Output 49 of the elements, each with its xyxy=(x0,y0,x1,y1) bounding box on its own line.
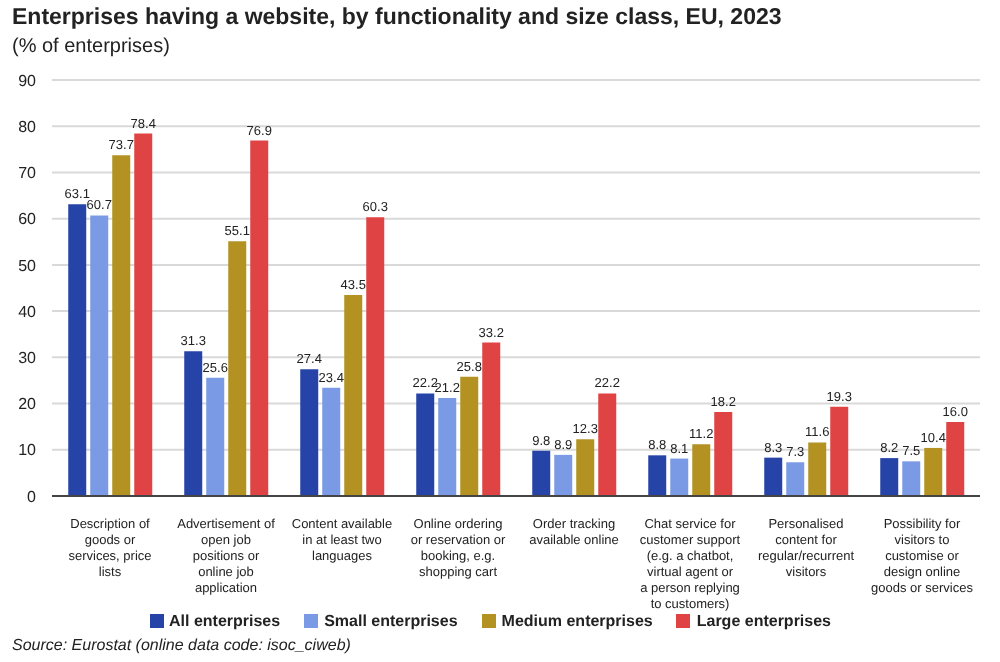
legend-label: Medium enterprises xyxy=(499,612,653,630)
legend-label: Small enterprises xyxy=(322,612,458,630)
bar xyxy=(134,133,153,496)
bar xyxy=(482,342,501,496)
bar xyxy=(692,444,711,496)
chart-title: Enterprises having a website, by functionality and size class, EU, 2023 xyxy=(12,6,782,30)
y-tick-label: 50 xyxy=(18,256,38,275)
y-tick-label: 20 xyxy=(18,395,38,414)
bar xyxy=(300,369,319,496)
y-tick-label: 10 xyxy=(18,441,38,460)
bar xyxy=(322,387,341,496)
bar xyxy=(648,455,667,496)
source-note: Source: Eurostat (online data code: isoc_ciweb) xyxy=(12,636,351,654)
y-tick-label: 90 xyxy=(18,71,38,90)
bar xyxy=(344,294,363,496)
y-tick-label: 60 xyxy=(18,210,38,229)
bar xyxy=(786,462,805,496)
chart-subtitle: (% of enterprises) xyxy=(12,36,170,58)
bar xyxy=(808,442,827,496)
bar xyxy=(576,439,595,496)
y-tick-label: 80 xyxy=(18,117,38,136)
bar xyxy=(880,458,899,496)
y-tick-label: 70 xyxy=(18,164,38,183)
y-tick-label: 30 xyxy=(18,349,38,368)
bar xyxy=(532,450,551,496)
bar xyxy=(460,376,479,496)
bar xyxy=(228,241,247,496)
bar xyxy=(416,393,435,496)
legend-label: All enterprises xyxy=(167,612,281,630)
bar xyxy=(902,461,921,496)
y-tick-label: 0 xyxy=(27,487,38,506)
bar xyxy=(184,351,203,496)
legend-label: Large enterprises xyxy=(694,612,831,630)
bar xyxy=(598,393,617,496)
bar xyxy=(554,454,573,496)
bar xyxy=(206,377,225,496)
bar xyxy=(946,422,965,496)
bar xyxy=(250,140,269,496)
bar xyxy=(924,447,943,496)
bar xyxy=(90,215,109,496)
bar xyxy=(830,406,849,496)
bar xyxy=(764,457,783,496)
bar xyxy=(68,204,87,496)
bar xyxy=(366,217,385,496)
y-tick-label: 40 xyxy=(18,302,38,321)
bar xyxy=(670,458,689,496)
bar xyxy=(714,411,733,496)
bar xyxy=(112,155,131,496)
bar xyxy=(438,398,457,496)
